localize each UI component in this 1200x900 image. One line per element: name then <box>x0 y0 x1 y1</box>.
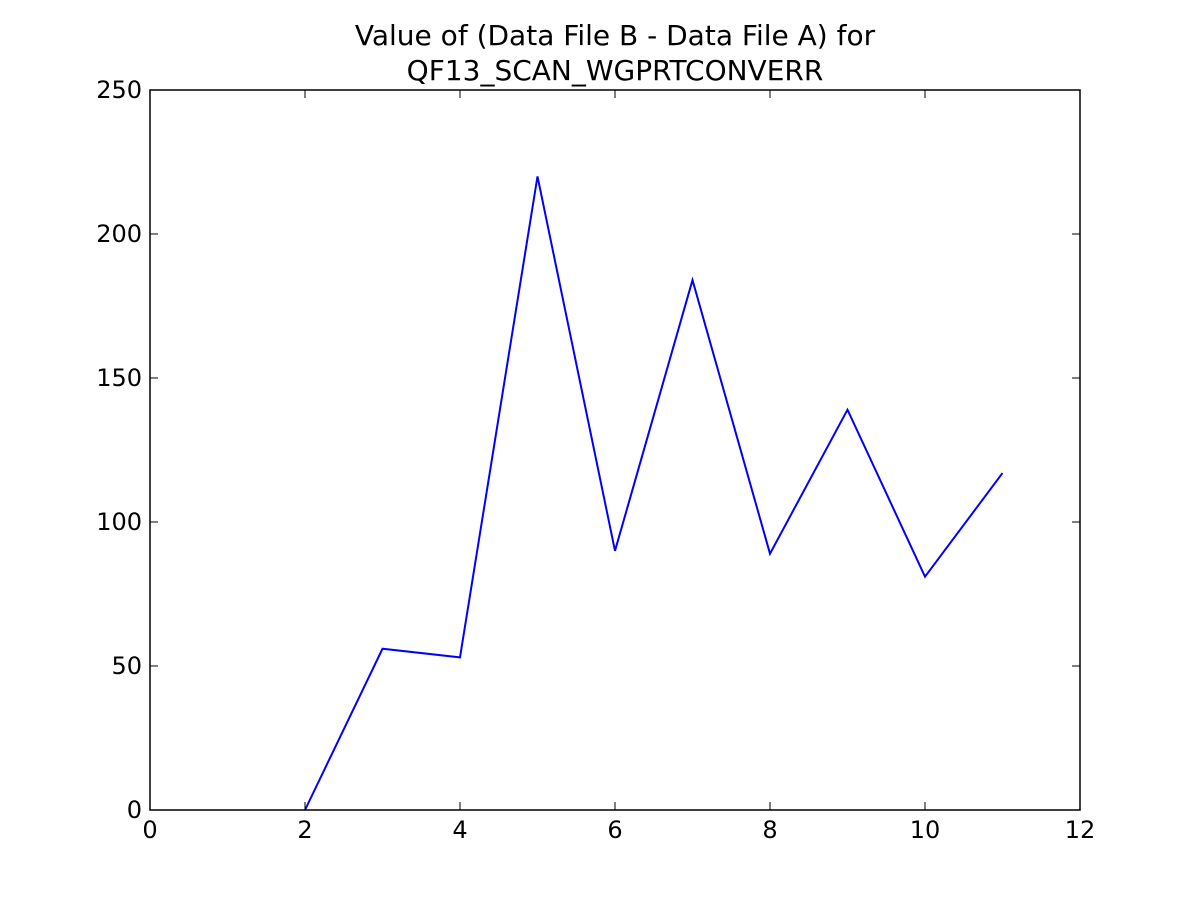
data-line <box>304 176 1004 811</box>
chart-title: QF13_SCAN_WGPRTCONVERR <box>407 54 824 87</box>
plot-frame <box>149 89 1081 811</box>
y-tick-label: 150 <box>96 364 142 392</box>
x-tick-label: 0 <box>142 816 157 844</box>
x-tick-label: 6 <box>607 816 622 844</box>
y-tick-label: 50 <box>111 652 142 680</box>
y-tick-label: 100 <box>96 508 142 536</box>
y-tick-label: 250 <box>96 76 142 104</box>
x-tick-label: 12 <box>1065 816 1096 844</box>
x-tick-label: 4 <box>452 816 467 844</box>
y-tick-label: 0 <box>127 796 142 824</box>
x-tick-label: 2 <box>297 816 312 844</box>
chart-title: Value of (Data File B - Data File A) for <box>355 19 876 52</box>
y-tick-label: 200 <box>96 220 142 248</box>
x-tick-label: 8 <box>762 816 777 844</box>
x-tick-label: 10 <box>910 816 941 844</box>
